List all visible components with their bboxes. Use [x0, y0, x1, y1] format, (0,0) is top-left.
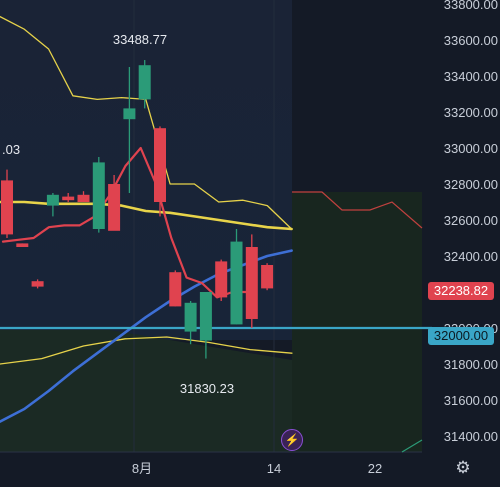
- bollinger-bands: [0, 15, 423, 453]
- y-tick-label: 33400.00: [444, 69, 498, 84]
- candle-body: [215, 261, 228, 298]
- y-tick-label: 33800.00: [444, 0, 498, 12]
- bollinger-upper-line: [0, 15, 293, 230]
- y-tick-label: 31600.00: [444, 393, 498, 408]
- candle-body: [108, 184, 121, 231]
- candle: [92, 157, 105, 233]
- candle-body: [16, 243, 29, 247]
- bollinger-lower-line: [0, 336, 293, 365]
- candle-body: [245, 247, 258, 319]
- right-band-outline: [292, 191, 423, 229]
- level-price-tag: 32000.00: [428, 327, 494, 345]
- time-axis: 8月 14 22: [132, 461, 382, 476]
- candles[interactable]: [1, 60, 274, 359]
- gridlines: [0, 0, 422, 453]
- y-tick-label: 33600.00: [444, 33, 498, 48]
- candle: [1, 169, 13, 238]
- x-tick-label: 14: [267, 461, 281, 476]
- ma-long-line: [0, 249, 293, 423]
- candle-body: [261, 265, 274, 289]
- y-tick-label: 33200.00: [444, 105, 498, 120]
- candle-body: [199, 292, 212, 341]
- candle-body: [169, 272, 182, 307]
- candle-body: [184, 302, 197, 332]
- y-tick-label: 31400.00: [444, 429, 498, 444]
- candle-body: [230, 241, 243, 325]
- y-tick-label: 33000.00: [444, 141, 498, 156]
- candle-body: [123, 108, 136, 120]
- candle-body: [138, 65, 151, 100]
- y-tick-label: 32600.00: [444, 213, 498, 228]
- candle: [230, 229, 243, 325]
- candle-body: [1, 180, 13, 235]
- candle-body: [31, 281, 44, 287]
- y-tick-label: 32800.00: [444, 177, 498, 192]
- flash-icon[interactable]: ⚡: [281, 429, 303, 451]
- candle: [138, 60, 151, 109]
- candle: [169, 270, 182, 307]
- right-band-background: [292, 192, 422, 452]
- candle: [245, 234, 258, 328]
- current-price-tag: 32238.82: [428, 282, 494, 300]
- candle: [16, 243, 29, 247]
- y-tick-label: 31800.00: [444, 357, 498, 372]
- candle: [215, 259, 228, 301]
- right-band-lower: [401, 439, 423, 453]
- candle: [46, 193, 59, 217]
- candle: [62, 193, 75, 202]
- price-axis: 33800.00 33600.00 33400.00 33200.00 33000.00…: [444, 0, 498, 444]
- candle-body: [77, 194, 90, 202]
- y-tick-label: 32400.00: [444, 249, 498, 264]
- candle: [184, 301, 197, 345]
- lower-band-fill: [0, 330, 292, 452]
- x-tick-label: 22: [368, 461, 382, 476]
- ma-fast-line: [1, 146, 249, 299]
- candle: [154, 126, 166, 217]
- candle: [31, 279, 44, 289]
- candle-body: [62, 196, 75, 201]
- candle: [199, 292, 212, 359]
- candle: [261, 263, 274, 291]
- candle-body: [92, 162, 105, 229]
- high-annotation: 33488.77: [113, 32, 167, 47]
- settings-icon[interactable]: ⚙: [455, 458, 471, 477]
- low-annotation: 31830.23: [180, 381, 234, 396]
- candle-body: [154, 128, 166, 202]
- left-band-background: [0, 0, 292, 340]
- candle: [123, 67, 136, 193]
- candle-body: [46, 194, 59, 206]
- clipped-annotation: .03: [2, 142, 20, 157]
- x-tick-label: 8月: [132, 461, 152, 476]
- candle: [77, 191, 90, 202]
- candle: [108, 175, 121, 231]
